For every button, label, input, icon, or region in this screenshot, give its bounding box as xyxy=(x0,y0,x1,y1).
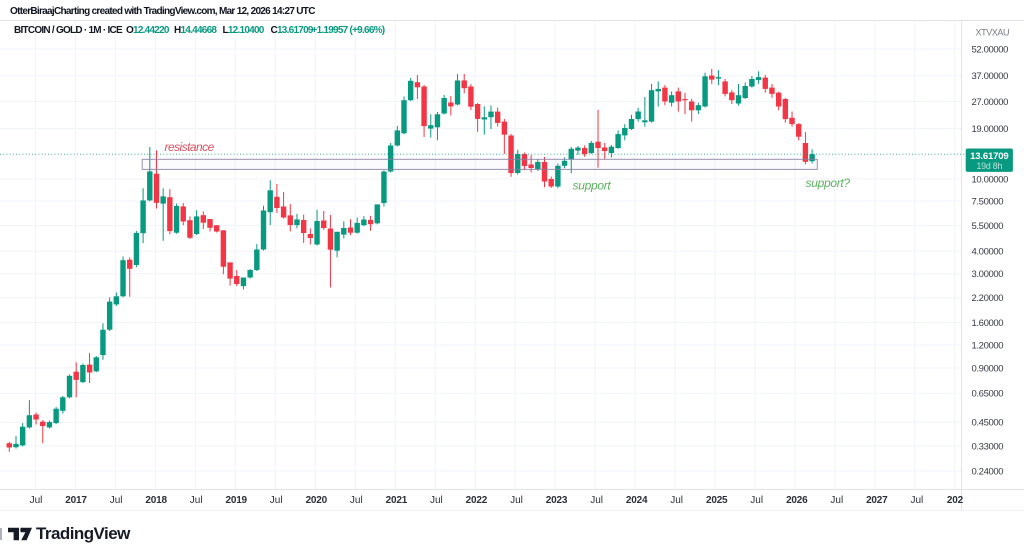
svg-text:2017: 2017 xyxy=(65,495,87,506)
svg-text:Jul: Jul xyxy=(190,495,203,506)
svg-text:19d 8h: 19d 8h xyxy=(976,161,1002,171)
svg-text:3.00000: 3.00000 xyxy=(972,269,1004,280)
svg-text:Jul: Jul xyxy=(670,495,683,506)
svg-text:2018: 2018 xyxy=(145,495,167,506)
svg-text:Jul: Jul xyxy=(590,495,603,506)
svg-text:2019: 2019 xyxy=(225,495,247,506)
svg-text:2026: 2026 xyxy=(786,495,808,506)
svg-text:Jul: Jul xyxy=(270,495,283,506)
svg-text:Jul: Jul xyxy=(510,495,523,506)
svg-text:0.24000: 0.24000 xyxy=(972,466,1004,477)
svg-text:0.90000: 0.90000 xyxy=(972,363,1004,374)
svg-text:2024: 2024 xyxy=(626,495,648,506)
svg-text:4.00000: 4.00000 xyxy=(972,247,1004,258)
svg-text:1.60000: 1.60000 xyxy=(972,318,1004,329)
svg-text:XTVXAU: XTVXAU xyxy=(976,27,1010,37)
svg-text:5.50000: 5.50000 xyxy=(972,221,1004,232)
svg-text:202: 202 xyxy=(947,495,964,506)
svg-text:Jul: Jul xyxy=(911,495,924,506)
svg-text:0.65000: 0.65000 xyxy=(972,389,1004,400)
svg-text:Jul: Jul xyxy=(830,495,843,506)
svg-text:0.45000: 0.45000 xyxy=(972,418,1004,429)
svg-text:2021: 2021 xyxy=(386,495,408,506)
svg-text:resistance: resistance xyxy=(165,140,215,154)
svg-text:2022: 2022 xyxy=(466,495,488,506)
svg-text:2020: 2020 xyxy=(306,495,328,506)
svg-text:27.00000: 27.00000 xyxy=(972,97,1009,108)
svg-text:Jul: Jul xyxy=(750,495,763,506)
svg-text:13.61709: 13.61709 xyxy=(970,151,1008,162)
svg-text:2023: 2023 xyxy=(546,495,568,506)
svg-text:support?: support? xyxy=(806,176,851,190)
svg-text:0.33000: 0.33000 xyxy=(972,441,1004,452)
svg-text:2.20000: 2.20000 xyxy=(972,293,1004,304)
svg-text:Jul: Jul xyxy=(30,495,43,506)
svg-text:7.50000: 7.50000 xyxy=(972,196,1004,207)
svg-text:1.20000: 1.20000 xyxy=(972,340,1004,351)
svg-text:support: support xyxy=(573,178,612,192)
svg-text:10.00000: 10.00000 xyxy=(972,174,1009,185)
svg-text:37.00000: 37.00000 xyxy=(972,71,1009,82)
svg-text:19.00000: 19.00000 xyxy=(972,124,1009,135)
svg-text:2025: 2025 xyxy=(706,495,728,506)
svg-text:Jul: Jul xyxy=(430,495,443,506)
svg-text:52.00000: 52.00000 xyxy=(972,44,1009,55)
svg-text:2027: 2027 xyxy=(866,495,888,506)
svg-text:Jul: Jul xyxy=(350,495,363,506)
svg-text:Jul: Jul xyxy=(110,495,123,506)
